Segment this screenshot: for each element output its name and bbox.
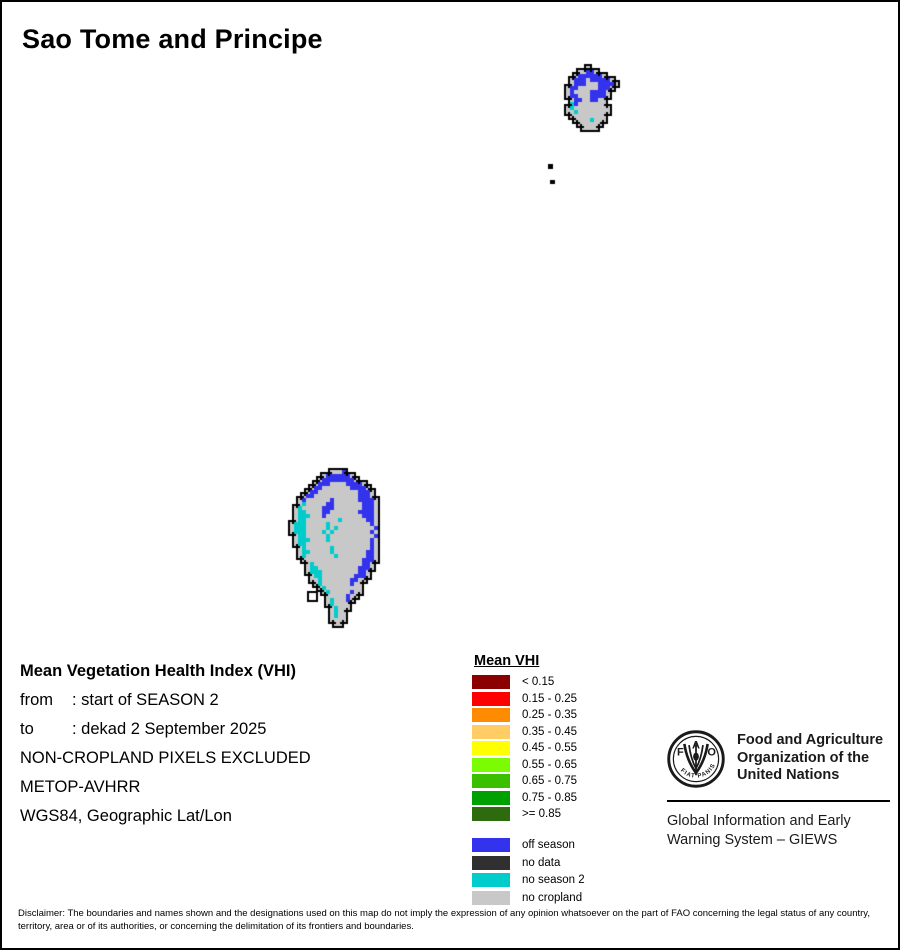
legend-status-row: no data [472,854,642,872]
legend-class-row: 0.45 - 0.55 [472,740,642,757]
caption-sensor: METOP-AVHRR [20,778,141,796]
giews-line-1: Global Information and Early [667,813,851,829]
legend-status-row: no cropland [472,889,642,907]
legend-class-row: 0.25 - 0.35 [472,707,642,724]
map-legend: Mean VHI < 0.15 0.15 - 0.25 0.25 - 0.35 0.3… [472,652,642,907]
legend-class-row: 0.75 - 0.85 [472,790,642,807]
legend-swatch [472,807,510,822]
legend-status-list: off season no data no season 2 no cropland [472,837,642,907]
map-caption: Mean Vegetation Health Index (VHI) from:… [20,657,450,831]
legend-status-row: off season [472,837,642,855]
giews-subtitle: Global Information and Early Warning Sys… [667,812,892,850]
caption-from-row: from : start of SEASON 2 [20,686,450,715]
legend-label: 0.15 - 0.25 [522,692,577,705]
fao-logo-row: A F O FIAT PANIS Food and Agriculture Or… [667,730,892,788]
fao-divider [667,800,890,802]
legend-swatch [472,757,510,772]
legend-swatch [472,855,510,870]
legend-swatch [472,838,510,853]
legend-swatch [472,691,510,706]
legend-label: 0.35 - 0.45 [522,725,577,738]
legend-swatch [472,873,510,888]
fao-logo-block: A F O FIAT PANIS Food and Agriculture Or… [667,730,892,850]
legend-swatch [472,724,510,739]
legend-label: 0.25 - 0.35 [522,709,577,722]
legend-swatch [472,774,510,789]
legend-class-row: 0.55 - 0.65 [472,757,642,774]
legend-label: 0.45 - 0.55 [522,742,577,755]
legend-label: 0.55 - 0.65 [522,758,577,771]
fao-name-line-2: Organization of the [737,749,870,766]
legend-swatch [472,890,510,905]
legend-spacer [472,823,642,837]
legend-class-row: 0.65 - 0.75 [472,773,642,790]
caption-from-value: : start of SEASON 2 [72,691,219,709]
caption-mask-note: NON-CROPLAND PIXELS EXCLUDED [20,749,311,767]
svg-text:A: A [692,740,700,752]
caption-heading: Mean Vegetation Health Index (VHI) [20,662,296,680]
fao-name-line-1: Food and Agriculture [737,732,884,748]
page-title: Sao Tome and Principe [22,24,323,54]
legend-label: no season 2 [522,874,585,887]
caption-to-row: to : dekad 2 September 2025 [20,715,450,744]
legend-swatch [472,675,510,690]
legend-swatch [472,708,510,723]
disclaimer-text: Disclaimer: The boundaries and names sho… [18,908,870,932]
legend-label: 0.75 - 0.85 [522,791,577,804]
legend-class-row: 0.15 - 0.25 [472,691,642,708]
fao-emblem-icon: A F O FIAT PANIS [667,730,725,788]
legend-class-list: < 0.15 0.15 - 0.25 0.25 - 0.35 0.35 - 0.45 0… [472,674,642,823]
legend-status-row: no season 2 [472,872,642,890]
giews-line-2: Warning System – GIEWS [667,832,838,848]
legend-label: no cropland [522,891,583,904]
legend-title: Mean VHI [474,653,540,669]
caption-from-key: from [20,691,53,709]
fao-name-line-3: United Nations [737,767,840,783]
legend-class-row: 0.35 - 0.45 [472,724,642,741]
legend-label: >= 0.85 [522,808,562,821]
legend-swatch [472,741,510,756]
fao-organization-name: Food and Agriculture Organization of the… [737,730,883,785]
legend-label: < 0.15 [522,676,555,689]
legend-label: off season [522,839,575,852]
svg-text:O: O [707,747,716,759]
legend-swatch [472,790,510,805]
legend-label: no data [522,856,561,869]
legend-label: 0.65 - 0.75 [522,775,577,788]
caption-to-key: to [20,720,34,738]
caption-projection: WGS84, Geographic Lat/Lon [20,807,232,825]
svg-text:F: F [677,747,684,759]
caption-to-value: : dekad 2 September 2025 [72,720,267,738]
legend-class-row: >= 0.85 [472,806,642,823]
legend-class-row: < 0.15 [472,674,642,691]
